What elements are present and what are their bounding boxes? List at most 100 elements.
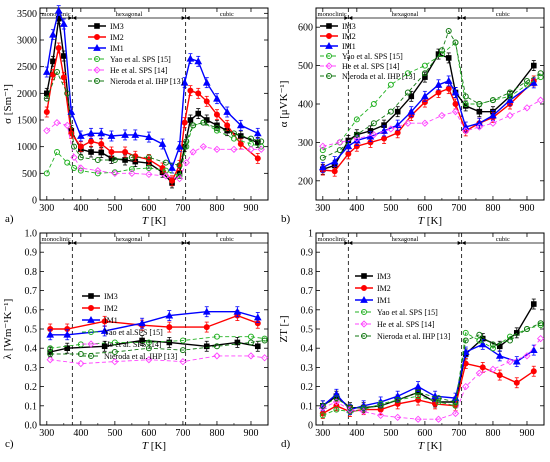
data-point-IM1 [223,107,232,115]
legend-label-IM1: IM1 [342,42,356,51]
legend-marker-yao [88,329,94,335]
data-point-he [199,143,207,151]
x-tick-label: 600 [417,428,432,439]
y-tick-label: 500 [298,61,313,72]
legend-marker-nieroda [361,333,367,339]
data-point-IM2 [203,324,210,331]
data-point-nieroda [176,162,183,169]
data-point-nieroda [506,337,513,344]
data-point-yao [64,159,71,166]
data-point-he [434,415,443,423]
x-tick-label: 400 [73,203,88,214]
x-tick-label: 500 [107,428,122,439]
data-point-nieroda [43,95,50,102]
data-point-IM3 [98,149,105,156]
data-point-IM3 [530,301,537,307]
data-point-yao [230,135,237,142]
data-point-nieroda [537,70,544,77]
data-point-he [247,145,255,153]
y-tick-label: 0.8 [301,267,314,278]
data-point-IM1 [138,319,146,327]
data-point-yao [476,337,483,344]
series-IM3 [47,335,261,358]
y-tick-label: 0.7 [301,286,314,297]
data-point-nieroda [452,39,459,46]
x-tick-label: 800 [485,203,500,214]
x-tick-label: 600 [417,203,432,214]
data-point-IM1 [42,67,51,75]
legend-marker-IM3 [361,273,367,279]
phase-label-monoclinic: monoclinic [42,11,71,18]
y-axis-label: σ [Sm⁻¹] [2,84,14,124]
y-tick-label: 0.3 [301,363,314,374]
series-nieroda [47,337,268,357]
series-yao [43,119,265,179]
legend-label-he: He et al. SPS [14] [104,340,162,349]
data-point-nieroda [247,135,254,142]
legend-marker-yao [361,309,367,315]
series-he [43,119,265,183]
legend-label-IM1: IM1 [104,316,118,325]
data-point-nieroda [333,395,340,402]
data-point-he [353,134,361,143]
x-tick-label: 700 [175,203,190,214]
data-point-IM2 [122,149,129,155]
data-point-IM1 [87,129,95,137]
data-point-nieroda [445,28,452,35]
data-point-yao [462,101,469,107]
data-point-he [53,119,61,127]
data-point-yao [319,147,326,154]
x-tick-label: 800 [209,428,224,439]
data-point-IM3 [187,117,194,123]
phase-arrow-head [348,16,353,20]
data-point-IM1 [393,392,402,400]
phase-label-hexagonal: hexagonal [116,11,143,18]
legend-marker-IM2 [88,305,94,311]
data-point-nieroda [415,389,422,396]
data-point-IM1 [121,130,129,138]
series-line-nieroda [322,29,541,159]
legend-marker-IM3 [326,23,332,29]
data-point-he [182,159,190,167]
data-point-he [179,358,187,366]
legend-label-IM2: IM2 [110,33,124,42]
data-point-yao [353,116,360,123]
x-tick-label: 500 [383,203,398,214]
data-point-IM1 [475,119,484,127]
data-point-IM2 [213,111,220,118]
data-point-yao [179,337,186,344]
data-point-nieroda [537,320,544,327]
phase-label-cubic: cubic [220,11,234,18]
legend-label-IM1: IM1 [110,44,124,53]
data-point-he [462,382,470,391]
series-line-nieroda [322,322,541,409]
data-point-IM3 [88,149,94,155]
legend: IM3 IM2 IM1 Yao et al. SPS [15] He et al. SP… [88,22,184,86]
data-point-IM1 [202,78,211,86]
data-point-IM1 [421,92,429,100]
data-point-IM2 [452,101,459,107]
data-point-IM1 [407,107,416,115]
data-point-nieroda [261,337,268,344]
legend-label-nieroda: Nieroda et al. IHP [13] [110,77,184,86]
data-point-IM1 [253,313,262,321]
data-point-IM1 [46,330,55,338]
data-point-he [336,138,344,147]
data-point-he [475,369,483,377]
data-point-he [438,111,446,120]
legend-label-IM3: IM3 [104,292,118,301]
data-point-IM3 [476,108,483,115]
data-point-he [536,334,545,343]
data-point-yao [111,339,118,346]
x-tick-label: 700 [451,428,466,439]
x-tick-label: 600 [141,203,156,214]
data-point-he [319,142,327,150]
data-point-he [94,167,102,175]
y-tick-label: 0 [308,421,313,432]
data-point-IM1 [76,131,85,139]
data-point-he [128,169,136,177]
data-point-IM2 [77,143,84,150]
x-axis-label: T [K] [418,215,442,227]
y-tick-label: 1500 [17,116,37,127]
